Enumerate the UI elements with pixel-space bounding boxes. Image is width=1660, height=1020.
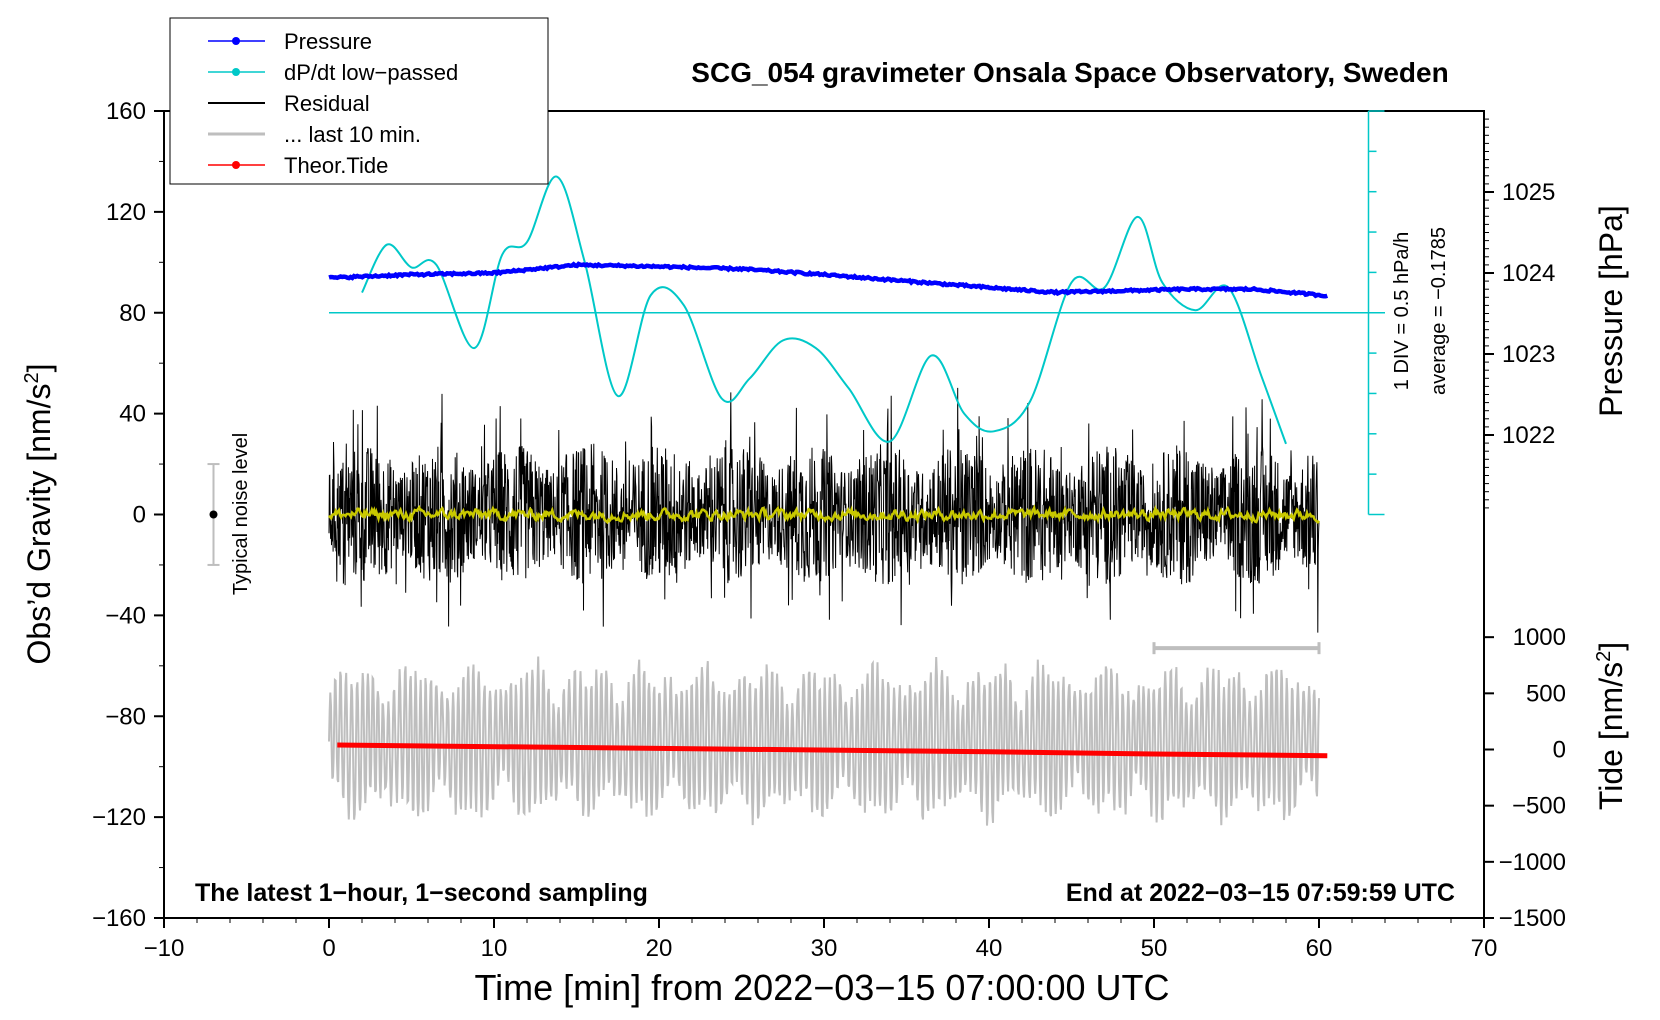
y-axis-label-left-sup: 2 (21, 372, 43, 383)
annotation-noise-label: Typical noise level (230, 433, 252, 595)
legend-label: Residual (284, 91, 370, 116)
x-tick-label: 0 (322, 935, 335, 962)
legend-label: Pressure (284, 29, 372, 54)
y-tick-label: −160 (92, 905, 146, 932)
annotation-sampling: The latest 1−hour, 1−second sampling (195, 879, 648, 907)
x-axis-label: Time [min] from 2022−03−15 07:00:00 UTC (474, 967, 1169, 1008)
pressure-tick-label: 1022 (1502, 422, 1555, 449)
tide-tick-label: −500 (1512, 793, 1566, 820)
x-tick-label: 20 (646, 935, 673, 962)
y-axis-label-tide: Tide [nm/s2] (1593, 642, 1629, 810)
y-tick-label: 80 (119, 300, 146, 327)
tide-series (337, 742, 1328, 759)
legend: Pressure dP/dt low−passed Residual ... last… (169, 17, 549, 185)
y-tick-label: −120 (92, 804, 146, 831)
pressure-tick-label: 1024 (1502, 260, 1555, 287)
legend-label: dP/dt low−passed (284, 60, 458, 85)
legend-marker (232, 37, 240, 45)
tide-tick-label: −1500 (1499, 905, 1566, 932)
tide-tick-label: −1000 (1499, 849, 1566, 876)
y-axis-label-tide-sup: 2 (1593, 651, 1615, 662)
annotation-dpdt-average: average = −0.1785 (1428, 227, 1450, 395)
x-tick-label: 40 (976, 935, 1003, 962)
x-tick-label: 70 (1471, 935, 1498, 962)
y-axis-label-left: Obs’d Gravity [nm/s2] (21, 364, 57, 665)
y-tick-label: 120 (106, 199, 146, 226)
legend-label: ... last 10 min. (284, 122, 421, 147)
x-tick-label: 60 (1306, 935, 1333, 962)
legend-label: Theor.Tide (284, 153, 388, 178)
y-axis-label-tide-close: ] (1593, 642, 1629, 651)
pressure-tick-label: 1023 (1502, 341, 1555, 368)
smoothed-residual-series (327, 504, 1321, 525)
tide-tick-label: 500 (1526, 680, 1566, 707)
y-axis-label-tide-text: Tide [nm/s (1593, 662, 1629, 810)
x-tick-label: 50 (1141, 935, 1168, 962)
legend-box (169, 17, 549, 185)
series-layer (327, 175, 1385, 826)
x-tick-label: 30 (811, 935, 838, 962)
noise-bar-dot (209, 510, 218, 519)
overlay-layer (207, 110, 1385, 655)
y-axis-label-left-close: ] (21, 364, 57, 373)
y-tick-label: 40 (119, 401, 146, 428)
x-tick-label: −10 (144, 935, 185, 962)
legend-marker (232, 68, 240, 76)
y-axis-label-pressure: Pressure [hPa] (1593, 205, 1629, 417)
y-tick-label: 0 (133, 502, 146, 529)
y-tick-label: −80 (105, 703, 146, 730)
tick-layer: −10 0 10 20 30 40 50 60 70 −160 −120 −80 −40 0 40 80 120… (92, 98, 1566, 962)
y-tick-label: 160 (106, 98, 146, 125)
tide-tick-label: 0 (1553, 737, 1566, 764)
y-tick-label: −40 (105, 602, 146, 629)
legend-items: Pressure dP/dt low−passed Residual ... last… (208, 29, 458, 178)
annotation-end-time: End at 2022−03−15 07:59:59 UTC (1066, 879, 1455, 907)
y-axis-label-left-text: Obs’d Gravity [nm/s (21, 384, 57, 665)
chart-title: SCG_054 gravimeter Onsala Space Observat… (691, 57, 1448, 88)
x-tick-label: 10 (481, 935, 508, 962)
annotation-dpdt-scale: 1 DIV = 0.5 hPa/h (1391, 232, 1413, 390)
last10-series (328, 656, 1320, 826)
dpdt-series (361, 175, 1287, 445)
pressure-tick-label: 1025 (1502, 179, 1555, 206)
legend-marker (232, 161, 240, 169)
tide-tick-label: 1000 (1513, 624, 1566, 651)
pressure-series (328, 261, 1329, 299)
residual-series (328, 387, 1320, 633)
